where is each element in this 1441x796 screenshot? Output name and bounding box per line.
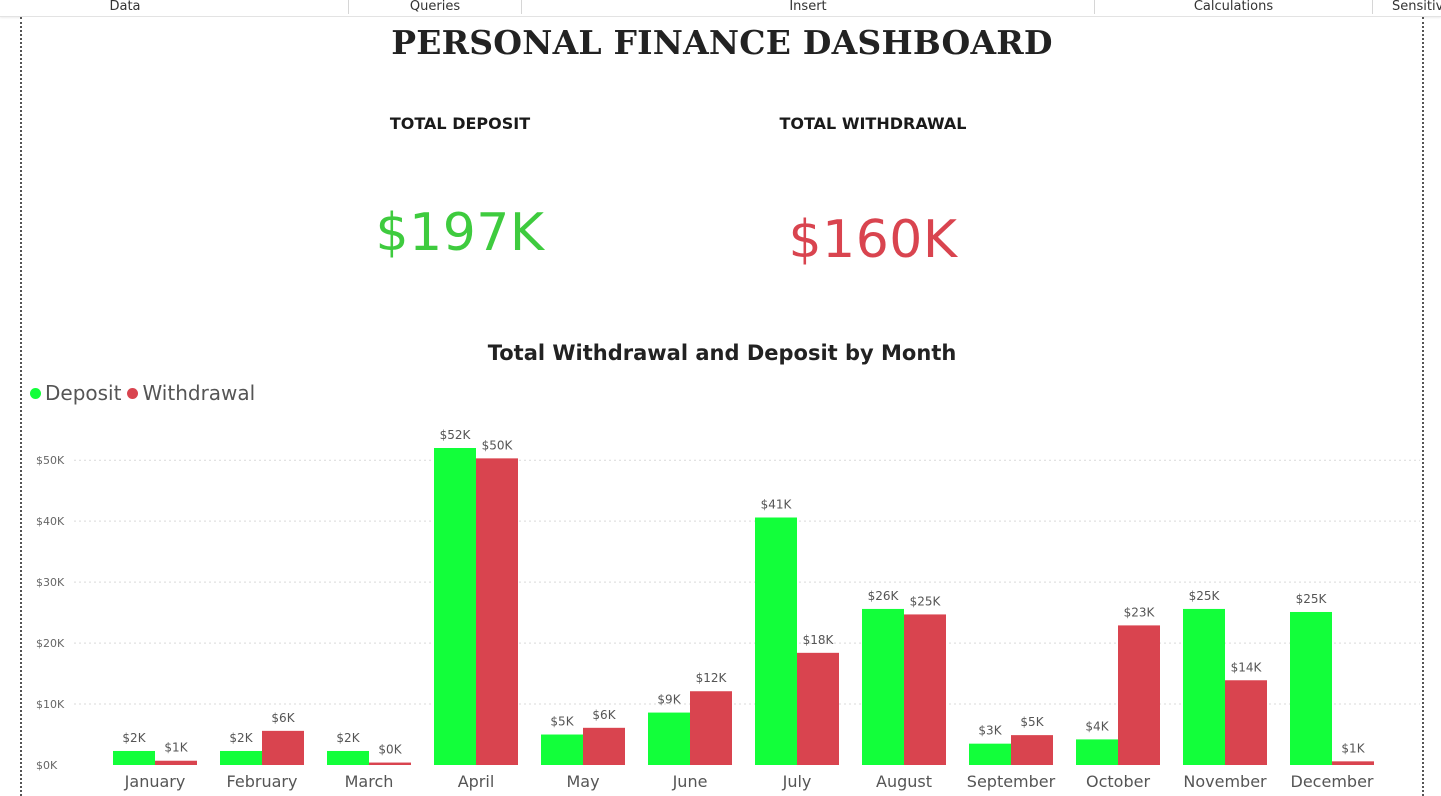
- data-label: $6K: [271, 711, 295, 725]
- data-label: $0K: [378, 743, 402, 757]
- deposit-legend-dot: [30, 387, 41, 399]
- total-deposit-label: TOTAL DEPOSIT: [389, 114, 531, 133]
- deposit-bar[interactable]: [1183, 608, 1225, 765]
- data-label: $41K: [761, 497, 793, 511]
- legend-label-withdrawal: Withdrawal: [142, 381, 256, 405]
- deposit-bar[interactable]: [434, 448, 476, 765]
- ribbon-separator: [348, 0, 349, 14]
- data-label: $9K: [657, 693, 681, 707]
- ribbon-separator: [1372, 0, 1373, 14]
- deposit-bar[interactable]: [113, 750, 155, 765]
- data-label: $23K: [1124, 605, 1156, 619]
- x-tick-label: August: [876, 772, 932, 791]
- deposit-bar[interactable]: [969, 743, 1011, 765]
- data-label: $25K: [910, 594, 942, 608]
- legend-item-deposit[interactable]: Deposit: [30, 381, 121, 405]
- x-tick-label: November: [1183, 772, 1267, 791]
- x-tick-label: March: [345, 772, 394, 791]
- total-withdrawal-value: $160K: [788, 210, 958, 270]
- y-tick-label: $10K: [36, 698, 65, 711]
- data-label: $26K: [868, 589, 900, 603]
- y-tick-label: $40K: [36, 515, 65, 528]
- total-withdrawal-label: TOTAL WITHDRAWAL: [779, 114, 967, 133]
- x-tick-label: February: [227, 772, 298, 791]
- withdrawal-bar[interactable]: [155, 760, 197, 765]
- withdrawal-bar[interactable]: [262, 730, 304, 765]
- withdrawal-legend-dot: [127, 387, 139, 399]
- legend-label-deposit: Deposit: [45, 381, 122, 405]
- withdrawal-bar[interactable]: [797, 652, 839, 765]
- y-tick-label: $30K: [36, 576, 65, 589]
- data-label: $25K: [1296, 592, 1328, 606]
- x-tick-label: December: [1291, 772, 1374, 791]
- data-label: $2K: [229, 731, 253, 745]
- withdrawal-bar[interactable]: [476, 458, 518, 765]
- data-label: $12K: [696, 671, 728, 685]
- withdrawal-bar[interactable]: [690, 691, 732, 765]
- ribbon-group-data[interactable]: Data: [109, 0, 141, 14]
- report-canvas: PERSONAL FINANCE DASHBOARD TOTAL DEPOSIT…: [20, 17, 1424, 796]
- deposit-bar[interactable]: [1290, 611, 1332, 765]
- x-tick-label: September: [967, 772, 1056, 791]
- data-label: $4K: [1085, 719, 1109, 733]
- chart-title: Total Withdrawal and Deposit by Month: [487, 341, 957, 365]
- data-label: $2K: [122, 731, 146, 745]
- deposit-bar[interactable]: [541, 734, 583, 765]
- x-tick-label: January: [124, 772, 186, 791]
- bar-chart[interactable]: $0K $10K $20K $30K $40K $50K $2K $1K January $2K $…: [22, 17, 1422, 796]
- data-label: $5K: [550, 715, 574, 729]
- ribbon-bar: Data Queries Insert Calculations Sensiti…: [0, 0, 1441, 17]
- deposit-bar[interactable]: [327, 750, 369, 765]
- withdrawal-bar[interactable]: [583, 727, 625, 765]
- data-label: $3K: [978, 724, 1002, 738]
- y-tick-label: $0K: [36, 759, 58, 772]
- data-label: $14K: [1231, 660, 1263, 674]
- x-tick-label: July: [782, 772, 812, 791]
- ribbon-separator: [521, 0, 522, 14]
- y-tick-label: $50K: [36, 454, 65, 467]
- x-tick-label: October: [1086, 772, 1150, 791]
- deposit-bar[interactable]: [648, 712, 690, 765]
- data-label: $6K: [592, 708, 616, 722]
- withdrawal-bar[interactable]: [1011, 735, 1053, 765]
- data-label: $1K: [1341, 741, 1365, 755]
- ribbon-separator: [1094, 0, 1095, 14]
- data-label: $5K: [1020, 715, 1044, 729]
- ribbon-group-sensitivity[interactable]: Sensitiv: [1392, 0, 1441, 14]
- ribbon-group-insert[interactable]: Insert: [789, 0, 827, 14]
- withdrawal-bar[interactable]: [1118, 625, 1160, 765]
- withdrawal-bar[interactable]: [904, 614, 946, 765]
- y-tick-label: $20K: [36, 637, 65, 650]
- deposit-bar[interactable]: [220, 750, 262, 765]
- x-tick-label: June: [672, 772, 708, 791]
- data-label: $50K: [482, 438, 514, 452]
- ribbon-group-calculations[interactable]: Calculations: [1193, 0, 1274, 14]
- x-tick-label: May: [566, 772, 599, 791]
- deposit-bar[interactable]: [1076, 739, 1118, 765]
- withdrawal-bar[interactable]: [1225, 680, 1267, 765]
- chart-legend[interactable]: Deposit Withdrawal: [30, 381, 261, 405]
- total-deposit-value: $197K: [375, 203, 545, 263]
- data-label: $2K: [336, 731, 360, 745]
- ribbon-group-queries[interactable]: Queries: [409, 0, 461, 14]
- dashboard-title: PERSONAL FINANCE DASHBOARD: [391, 23, 1053, 62]
- data-label: $1K: [164, 741, 188, 755]
- data-label: $18K: [803, 633, 835, 647]
- deposit-bar[interactable]: [755, 517, 797, 765]
- legend-item-withdrawal[interactable]: Withdrawal: [127, 381, 255, 405]
- withdrawal-bar[interactable]: [369, 762, 411, 765]
- withdrawal-bar[interactable]: [1332, 761, 1374, 765]
- data-label: $52K: [440, 428, 472, 442]
- x-tick-label: April: [458, 772, 495, 791]
- data-label: $25K: [1189, 589, 1221, 603]
- deposit-bar[interactable]: [862, 608, 904, 765]
